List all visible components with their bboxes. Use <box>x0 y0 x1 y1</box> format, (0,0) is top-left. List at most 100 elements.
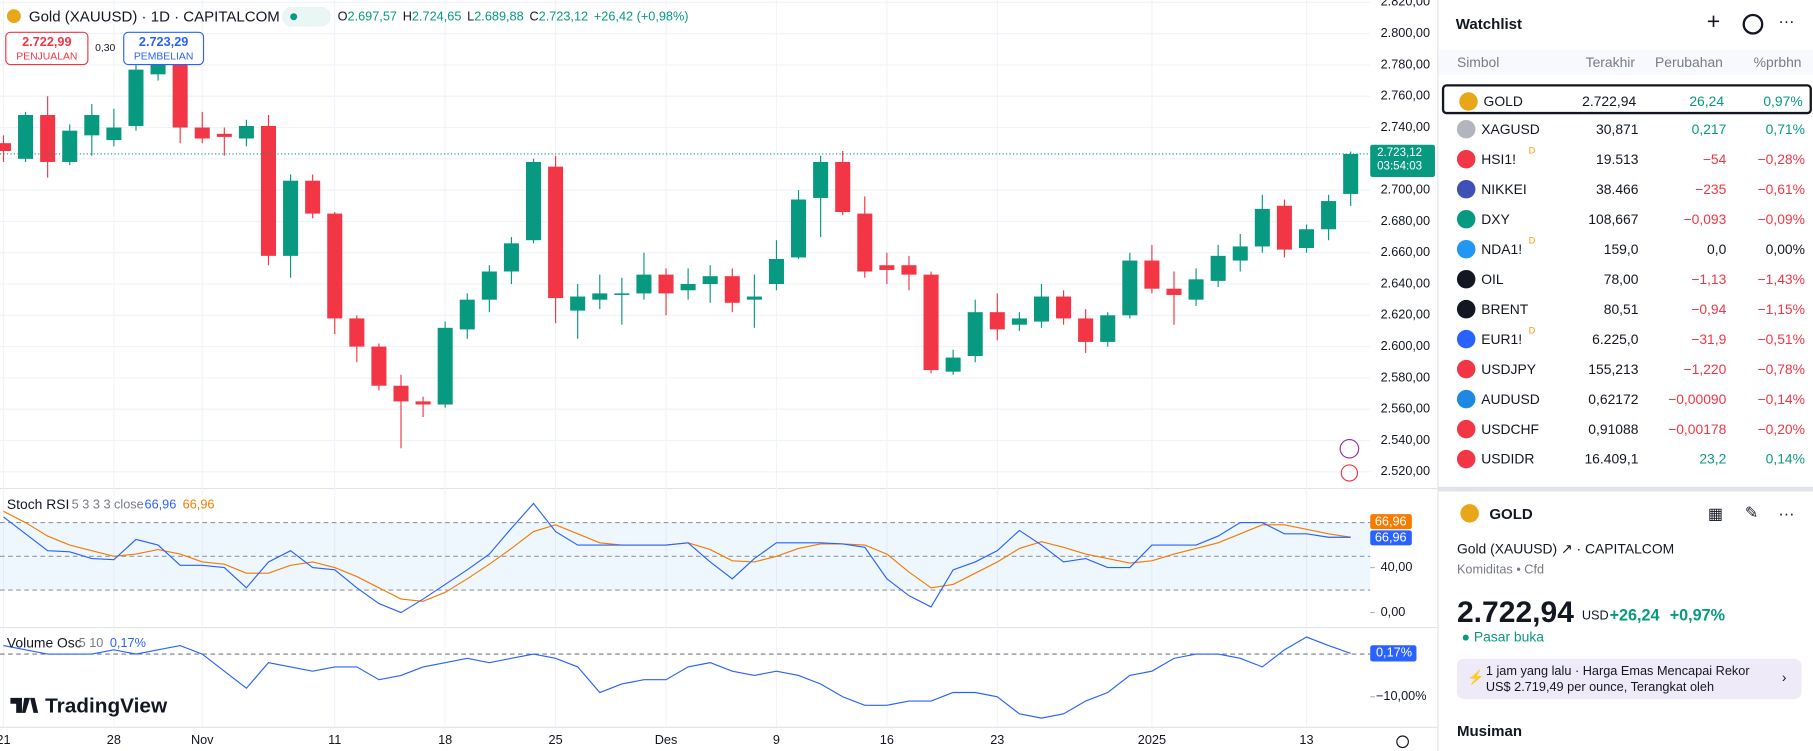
axis-label: 66,96 <box>1375 515 1407 529</box>
detail-symbol: GOLD <box>1489 505 1533 523</box>
stoch-title: Stoch RSI <box>7 496 69 512</box>
x-tick-label: 9 <box>773 733 780 747</box>
y-tick-label: 2.580,00 <box>1381 370 1430 384</box>
change: −0,093 <box>1683 211 1727 228</box>
change: −0,00090 <box>1668 391 1727 408</box>
symbol-title[interactable]: Gold (XAUUSD) · 1D · CAPITALCOM <box>29 8 280 25</box>
y-tick-label: 2.520,00 <box>1381 464 1430 478</box>
candle-body <box>879 265 895 270</box>
y-tick-label: −10,00% <box>1376 689 1427 703</box>
detail-status: Pasar buka <box>1473 628 1545 645</box>
o-label: O <box>338 10 348 24</box>
watchlist-row[interactable]: NIKKEI 38.466 −235 −0,61% <box>1442 174 1812 204</box>
candle-body <box>238 125 254 139</box>
more-icon[interactable]: ··· <box>1778 504 1795 523</box>
stoch-d-value: 66,96 <box>183 498 215 512</box>
symbol: BRENT <box>1481 301 1529 318</box>
pct: −0,78% <box>1757 361 1805 378</box>
symbol: USDCHF <box>1481 421 1540 438</box>
pct: 0,71% <box>1765 121 1805 138</box>
candle-body <box>283 180 299 256</box>
x-tick-label: Nov <box>191 733 214 747</box>
settings-icon[interactable] <box>1396 735 1409 749</box>
last: 0,62172 <box>1588 391 1639 408</box>
candle-body <box>481 271 497 300</box>
symbol-icon <box>1459 92 1478 111</box>
buy-button[interactable] <box>123 31 205 66</box>
axis-label: 66,96 <box>1375 531 1407 545</box>
candle-body <box>40 115 56 162</box>
status-line: ● Pasar buka <box>1461 628 1545 645</box>
stoch-params: 5 3 3 3 close <box>72 498 144 512</box>
stoch-k-line <box>3 502 1351 614</box>
symbol-icon <box>1456 419 1476 439</box>
last: 6.225,0 <box>1592 331 1639 348</box>
pct: −0,14% <box>1757 391 1805 408</box>
x-tick-label: 18 <box>438 733 452 747</box>
status-dot <box>290 13 298 21</box>
l-label: L <box>467 10 474 24</box>
event-icon[interactable] <box>1340 464 1359 482</box>
edit-icon[interactable]: ✎ <box>1744 502 1759 522</box>
add-icon[interactable]: + <box>1706 9 1721 35</box>
watchlist-row[interactable]: DXY 108,667 −0,093 −0,09% <box>1442 204 1812 234</box>
candle-body <box>437 327 453 405</box>
change: −31,9 <box>1691 331 1727 348</box>
watchlist-row[interactable]: USDCHF 0,91088 −0,00178 −0,20% <box>1442 414 1812 444</box>
watchlist-row[interactable]: AUDUSD 0,62172 −0,00090 −0,14% <box>1442 384 1812 414</box>
watchlist-row[interactable]: USDJPY 155,213 −1,220 −0,78% <box>1442 354 1812 384</box>
symbol-flag: D <box>1528 235 1536 246</box>
x-tick-label: 13 <box>1299 733 1313 747</box>
candle-body <box>835 161 851 213</box>
candle-body <box>857 213 873 272</box>
column-header-bg <box>1438 49 1813 75</box>
vol-osc-title: Volume Osc <box>7 634 82 650</box>
sell-button[interactable] <box>5 31 89 66</box>
change: −0,94 <box>1691 301 1727 318</box>
pct: 0,97% <box>1763 93 1803 110</box>
watchlist-title[interactable]: Watchlist <box>1455 14 1523 33</box>
x-tick-label: 16 <box>880 733 894 747</box>
symbol: EUR1! <box>1481 331 1523 348</box>
chart-icon[interactable] <box>1742 13 1764 35</box>
detail-pct: +0,97% <box>1669 605 1726 625</box>
status-pill[interactable] <box>282 6 331 27</box>
news-card[interactable] <box>1456 658 1802 700</box>
watchlist-row[interactable]: EUR1! D 6.225,0 −31,9 −0,51% <box>1442 324 1812 354</box>
detail-name-line: Gold (XAUUSD) ↗ · CAPITALCOM <box>1456 541 1675 558</box>
candle-body <box>194 127 210 139</box>
watchlist-row[interactable]: BRENT 80,51 −0,94 −1,15% <box>1442 294 1812 324</box>
news-text: Harga Emas Mencapai Rekor US$ 2.719,49 p… <box>1485 664 1750 695</box>
candle-body <box>989 312 1005 330</box>
candle-body <box>768 258 784 285</box>
more-icon[interactable]: ··· <box>1778 11 1795 30</box>
column-header: %prbhn <box>1753 54 1802 71</box>
watchlist-row[interactable]: XAGUSD 30,871 0,217 0,71% <box>1442 114 1812 144</box>
h-label: H <box>403 10 412 24</box>
candle-body <box>526 161 542 241</box>
event-icon[interactable] <box>1339 438 1360 459</box>
watchlist-row[interactable]: HSI1! D 19.513 −54 −0,28% <box>1442 144 1812 174</box>
candle-body <box>1033 296 1049 322</box>
symbol-icon <box>1456 389 1476 409</box>
watchlist-row[interactable]: USDIDR 16.409,1 23,2 0,14% <box>1442 444 1812 474</box>
candle-body <box>680 284 696 291</box>
y-tick-label: 2.700,00 <box>1381 182 1430 196</box>
candle-body <box>724 276 740 303</box>
candle-body <box>1100 315 1116 342</box>
buy-price: 2.723,29 <box>139 35 188 49</box>
candle-body <box>1276 205 1292 250</box>
watchlist-row[interactable]: GOLD 2.722,94 26,24 0,97% <box>1441 84 1812 115</box>
watchlist-row[interactable]: NDA1! D 159,0 0,0 0,00% <box>1442 234 1812 264</box>
detail-name[interactable]: Gold (XAUUSD) <box>1456 541 1558 558</box>
watchlist-row[interactable]: OIL 78,00 −1,13 −1,43% <box>1442 264 1812 294</box>
symbol: NIKKEI <box>1481 181 1527 198</box>
change: −1,13 <box>1691 271 1727 288</box>
x-tick-label: 23 <box>990 733 1004 747</box>
layout-icon[interactable]: ▦ <box>1707 504 1724 523</box>
pct: −0,61% <box>1757 181 1805 198</box>
candle-body <box>592 293 608 300</box>
countdown: 03:54:03 <box>1377 161 1422 173</box>
